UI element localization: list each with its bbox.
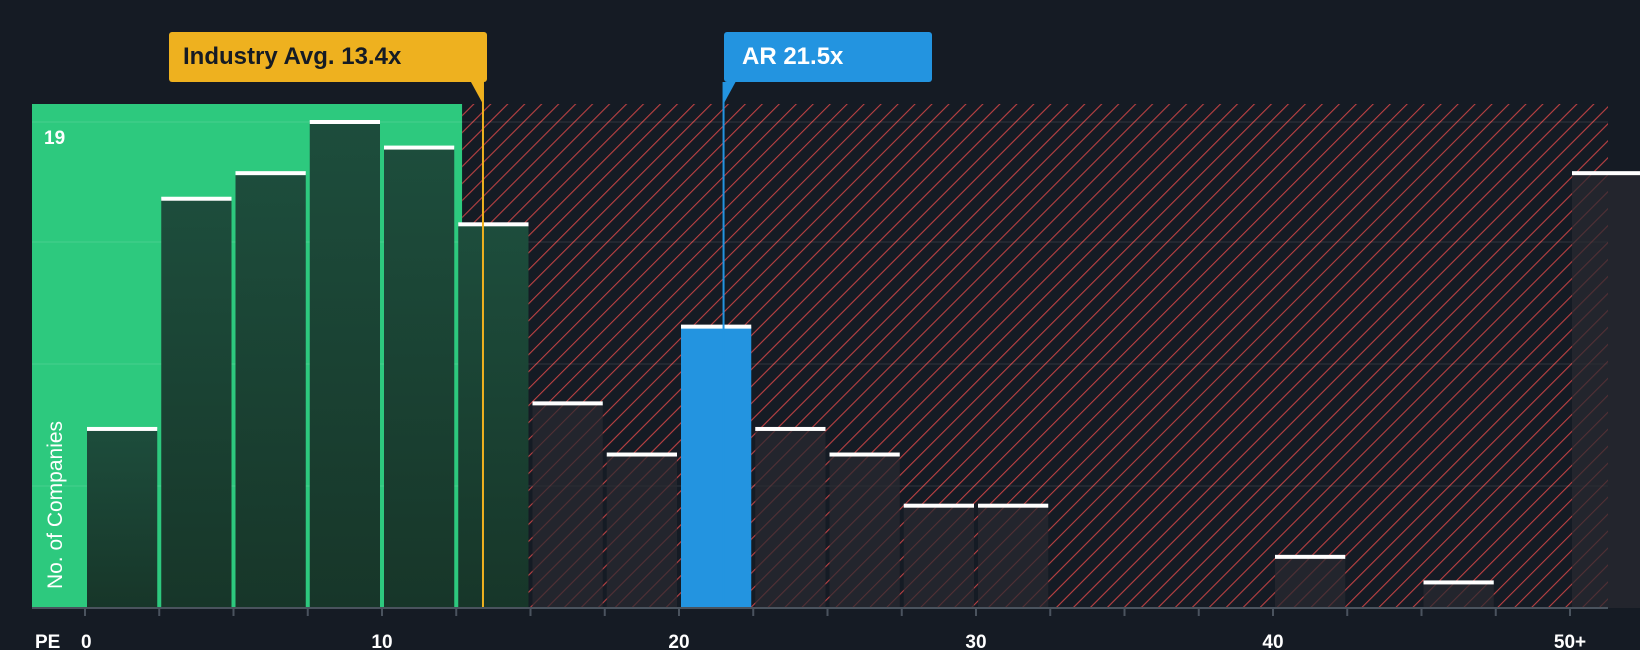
company-pe-callout: AR 21.5x <box>724 32 932 82</box>
histogram-bar-cap <box>829 452 900 457</box>
x-tick-label: 50+ <box>1554 632 1586 650</box>
histogram-bar <box>1423 582 1494 608</box>
histogram-bar-cap <box>87 426 158 431</box>
histogram-bar <box>681 326 752 608</box>
histogram-bar <box>309 122 380 608</box>
company-callout-pointer <box>723 82 736 104</box>
histogram-bar <box>829 454 900 608</box>
histogram-bar <box>1572 173 1640 608</box>
histogram-bar <box>161 198 232 608</box>
histogram-bar <box>458 224 529 608</box>
x-tick-label: 0 <box>81 632 92 650</box>
histogram-bar-cap <box>755 426 826 431</box>
histogram-bar-cap <box>309 120 380 124</box>
histogram-bar-cap <box>235 171 306 176</box>
histogram-bar <box>903 505 974 608</box>
industry-average-label: Industry Avg. 13.4x <box>183 43 402 70</box>
y-axis-label: No. of Companies <box>44 421 67 589</box>
histogram-bar-cap <box>1275 554 1346 559</box>
histogram-bar-cap <box>384 145 455 150</box>
histogram-bar-cap <box>903 503 974 508</box>
histogram-bar <box>755 428 826 608</box>
histogram-bar-cap <box>532 401 603 406</box>
histogram-bar <box>384 147 455 608</box>
histogram-bar <box>1275 556 1346 608</box>
x-tick-label: 20 <box>668 632 689 650</box>
histogram-bar-cap <box>681 324 752 329</box>
industry-average-callout: Industry Avg. 13.4x <box>169 32 487 82</box>
histogram-bar-cap <box>1572 171 1640 176</box>
histogram-bar-cap <box>458 222 529 227</box>
histogram-bar-cap <box>161 196 232 201</box>
x-tick-label: 10 <box>371 632 392 650</box>
x-axis-label: PE <box>35 632 60 650</box>
y-tick-label: 19 <box>44 128 65 149</box>
industry-callout-pointer <box>470 82 483 104</box>
histogram-bar <box>606 454 677 608</box>
histogram-bar <box>532 403 603 608</box>
x-tick-label: 40 <box>1262 632 1283 650</box>
histogram-bar <box>87 428 158 608</box>
company-pe-label: AR 21.5x <box>742 43 844 70</box>
histogram-bar <box>235 173 306 608</box>
histogram-bar <box>978 505 1049 608</box>
histogram-bar-cap <box>606 452 677 457</box>
histogram-bar-cap <box>1423 580 1494 585</box>
x-tick-label: 30 <box>965 632 986 650</box>
histogram-bar-cap <box>978 503 1049 508</box>
